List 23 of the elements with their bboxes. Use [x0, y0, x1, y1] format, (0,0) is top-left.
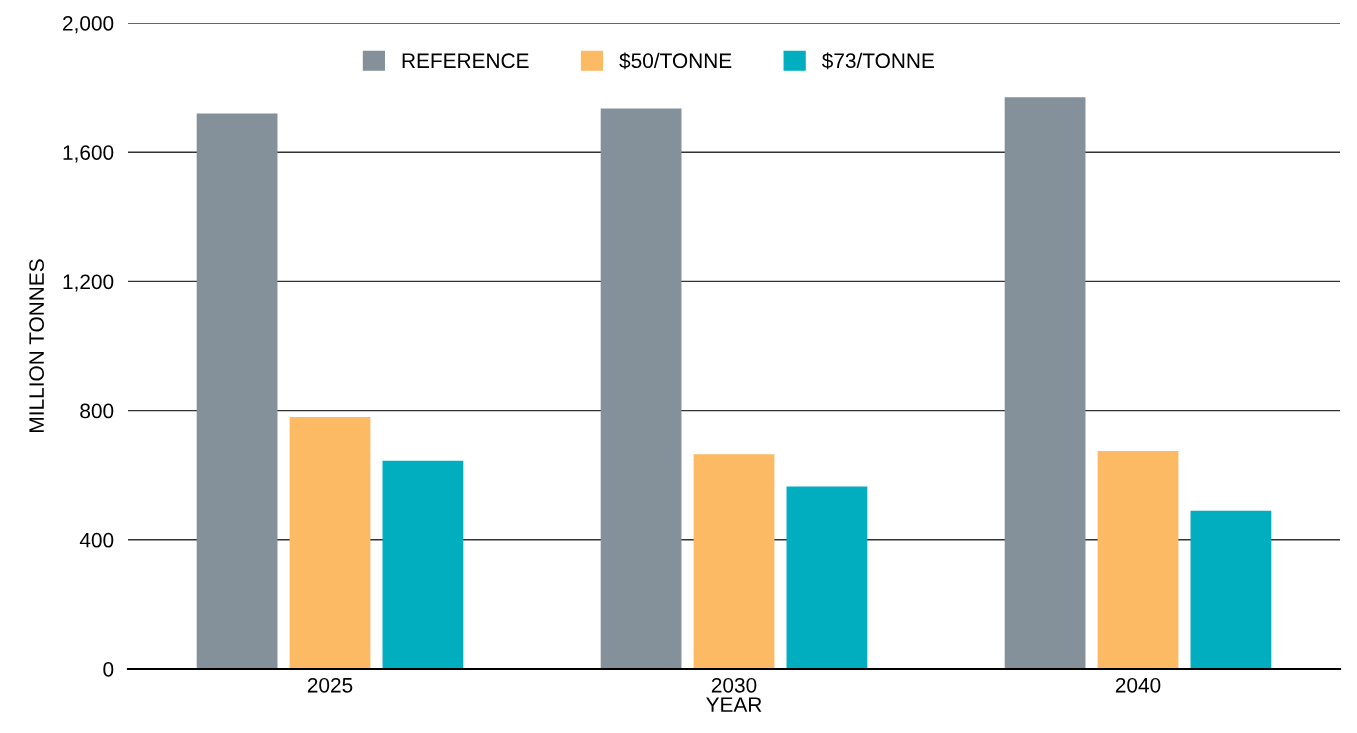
- bar: [786, 486, 868, 669]
- legend-label: REFERENCE: [402, 53, 529, 69]
- bar: [600, 108, 682, 669]
- x-tick-label: 2040: [1115, 677, 1161, 693]
- y-tick-label: 1,200: [63, 274, 114, 292]
- bar: [196, 113, 278, 669]
- x-tick-label: 2025: [307, 677, 353, 693]
- y-tick-label: 1,600: [63, 145, 114, 163]
- legend-label: $73/TONNE: [821, 52, 934, 70]
- bar: [1097, 450, 1179, 669]
- bar: [693, 454, 775, 669]
- y-tick-label: 800: [80, 403, 114, 419]
- legend-label: $50/TONNE: [619, 52, 732, 70]
- x-axis-title: YEAR: [706, 697, 762, 712]
- bar: [1190, 510, 1272, 669]
- y-tick-label: 2,000: [63, 16, 114, 34]
- bar: [1004, 97, 1086, 669]
- y-axis-title: MILLION TONNES: [29, 259, 44, 432]
- x-tick-label: 2030: [711, 677, 757, 693]
- bar: [382, 460, 464, 669]
- y-tick-label: 0: [103, 662, 114, 677]
- bar: [289, 417, 371, 669]
- y-tick-label: 400: [79, 532, 114, 548]
